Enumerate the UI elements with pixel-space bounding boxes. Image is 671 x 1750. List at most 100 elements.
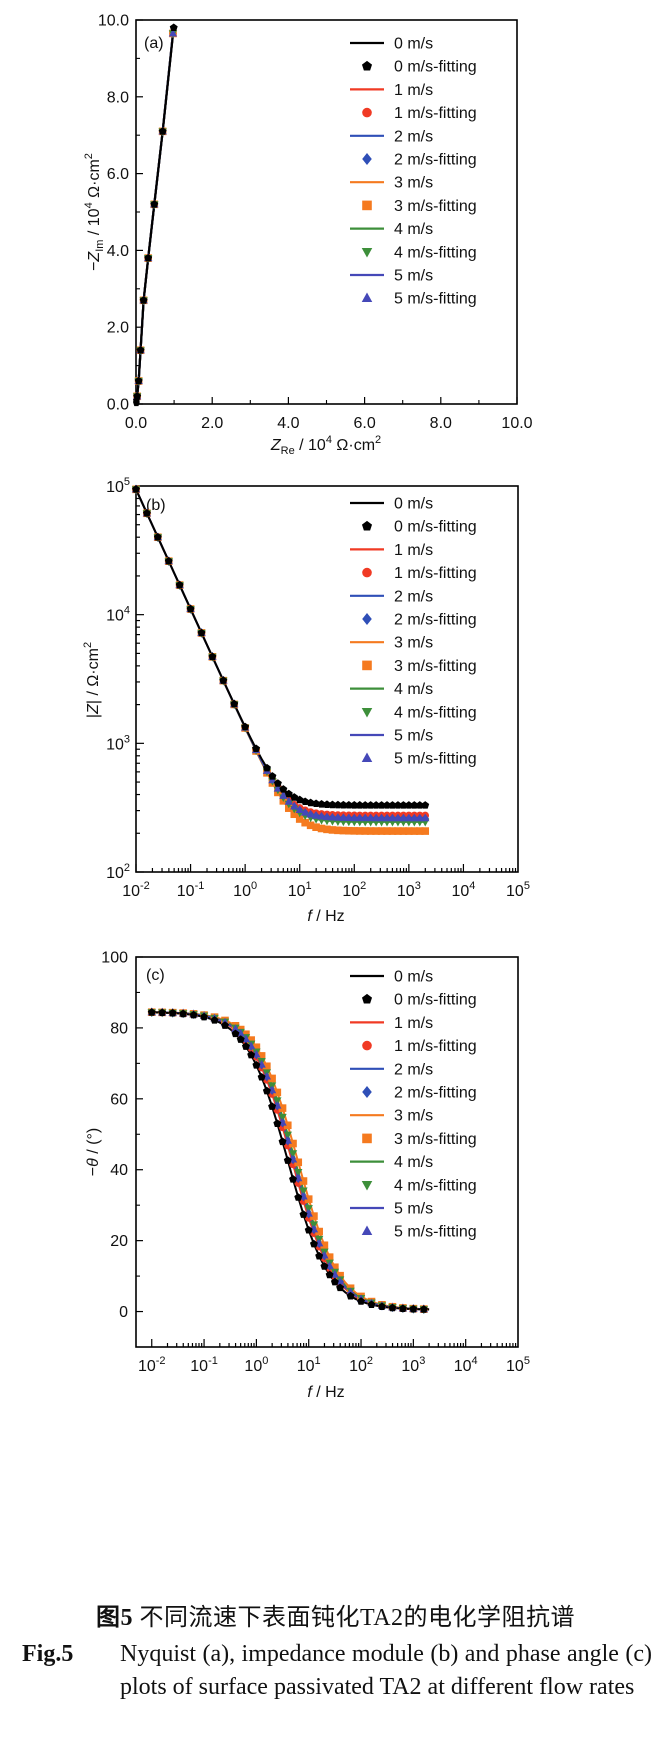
data-point-5 — [366, 813, 375, 822]
data-point-0 — [294, 1193, 303, 1201]
data-point-0 — [273, 779, 282, 787]
series-line-3 — [135, 488, 426, 833]
series-line-4 — [135, 488, 426, 823]
series-line-2 — [135, 488, 426, 820]
data-point-0 — [197, 628, 206, 637]
data-point-0 — [333, 800, 342, 809]
data-point-3 — [310, 1212, 318, 1220]
data-point-0 — [388, 1303, 397, 1312]
x-tick-label: 100 — [244, 1355, 268, 1375]
data-point-4 — [299, 1187, 308, 1196]
data-point-5 — [415, 813, 424, 822]
data-point-3 — [263, 1062, 271, 1071]
series-line-5 — [135, 488, 426, 820]
data-point-4 — [294, 1169, 303, 1177]
data-point-5 — [328, 812, 337, 821]
legend-marker-2 — [362, 1086, 372, 1098]
data-point-0 — [377, 1302, 386, 1311]
legend-label: 3 m/s — [394, 1108, 433, 1125]
data-point-0 — [257, 1072, 266, 1081]
x-axis-title: f / Hz — [307, 908, 344, 925]
data-point-5 — [371, 813, 381, 822]
data-point-5 — [344, 813, 354, 822]
data-point-5 — [306, 809, 315, 818]
x-tick-label: 104 — [451, 880, 475, 900]
y-tick-label: 40 — [110, 1162, 128, 1179]
legend-marker-4 — [361, 247, 373, 258]
data-point-0 — [241, 722, 250, 731]
data-point-0 — [189, 1010, 198, 1019]
data-point-3 — [268, 1074, 276, 1083]
legend-label: 1 m/s-fitting — [394, 105, 477, 122]
data-point-0 — [336, 1283, 345, 1292]
data-point-0 — [404, 801, 413, 809]
panel-label: (c) — [146, 967, 165, 984]
x-tick-label: 10-2 — [122, 880, 150, 900]
caption-cn-label: 图5 — [95, 1605, 133, 1631]
y-tick-label: 0.0 — [107, 397, 129, 414]
legend-marker-4 — [361, 707, 373, 718]
legend-label: 5 m/s — [394, 728, 433, 745]
data-point-3 — [289, 1139, 297, 1148]
data-point-0 — [252, 744, 261, 753]
x-tick-label: 10-1 — [177, 880, 205, 900]
data-point-5 — [404, 813, 414, 822]
caption-en-label: Fig.5 — [22, 1641, 74, 1667]
data-point-0 — [315, 1251, 324, 1260]
legend-marker-0 — [361, 993, 373, 1004]
data-point-5 — [399, 813, 408, 822]
data-point-4 — [304, 1205, 313, 1213]
data-point-5 — [421, 813, 430, 822]
nyquist-plot: 0.0 2.0 4.0 6.0 8.0 10.0 0.0 2.0 4.0 6.0 8.0 10.0 (a… — [83, 13, 533, 458]
legend-label: 4 m/s-fitting — [394, 244, 477, 261]
panel-label: (a) — [144, 35, 164, 52]
data-point-0 — [221, 1021, 229, 1029]
data-point-5 — [346, 1287, 355, 1296]
legend-label: 0 m/s-fitting — [394, 992, 477, 1009]
data-point-4 — [288, 1150, 298, 1158]
data-point-0 — [219, 676, 228, 684]
data-point-0 — [169, 23, 178, 32]
legend-label: 1 m/s-fitting — [394, 565, 477, 582]
data-point-5 — [290, 801, 299, 810]
data-point-0 — [284, 789, 293, 798]
series-line-0 — [135, 488, 426, 807]
data-point-0 — [415, 801, 424, 809]
x-tick-label: 10.0 — [501, 415, 532, 432]
impedance-module-plot: 10-2 10-1 100 101 102 103 104 105 102 103 104 105 (b… — [82, 476, 530, 925]
data-point-3 — [320, 1241, 329, 1250]
data-point-0 — [153, 533, 162, 541]
y-tick-label: 2.0 — [107, 320, 129, 337]
data-point-0 — [299, 1210, 308, 1218]
legend-marker-5 — [361, 752, 373, 763]
x-tick-label: 0.0 — [125, 415, 147, 432]
y-axis-title: −θ / (°) — [85, 1128, 102, 1176]
series-line-1 — [135, 488, 426, 817]
data-point-0 — [320, 1262, 329, 1270]
y-axis-title: |Z| / Ω·cm2 — [82, 642, 102, 718]
legend-label: 4 m/s-fitting — [394, 704, 477, 721]
data-point-0 — [268, 1102, 277, 1110]
data-point-3 — [299, 1177, 308, 1185]
x-tick-label: 2.0 — [201, 415, 223, 432]
panel-label: (b) — [146, 497, 166, 514]
data-point-0 — [278, 1137, 287, 1146]
data-point-0 — [328, 800, 337, 809]
x-tick-label: 101 — [288, 880, 312, 900]
x-tick-label: 103 — [397, 880, 421, 900]
data-point-3 — [294, 1158, 303, 1167]
legend-label: 0 m/s — [394, 496, 433, 513]
y-tick-label: 8.0 — [107, 89, 129, 106]
data-point-0 — [421, 801, 430, 809]
x-tick-label: 10-1 — [190, 1355, 218, 1375]
data-point-0 — [388, 801, 397, 809]
data-point-0 — [262, 763, 271, 772]
legend-label: 4 m/s — [394, 681, 433, 698]
x-tick-label: 102 — [342, 880, 366, 900]
data-point-0 — [279, 785, 288, 793]
legend-label: 5 m/s-fitting — [394, 751, 477, 768]
data-point-0 — [158, 127, 167, 135]
legend-label: 1 m/s — [394, 542, 433, 559]
data-point-0 — [419, 1305, 428, 1313]
data-point-0 — [134, 376, 143, 385]
